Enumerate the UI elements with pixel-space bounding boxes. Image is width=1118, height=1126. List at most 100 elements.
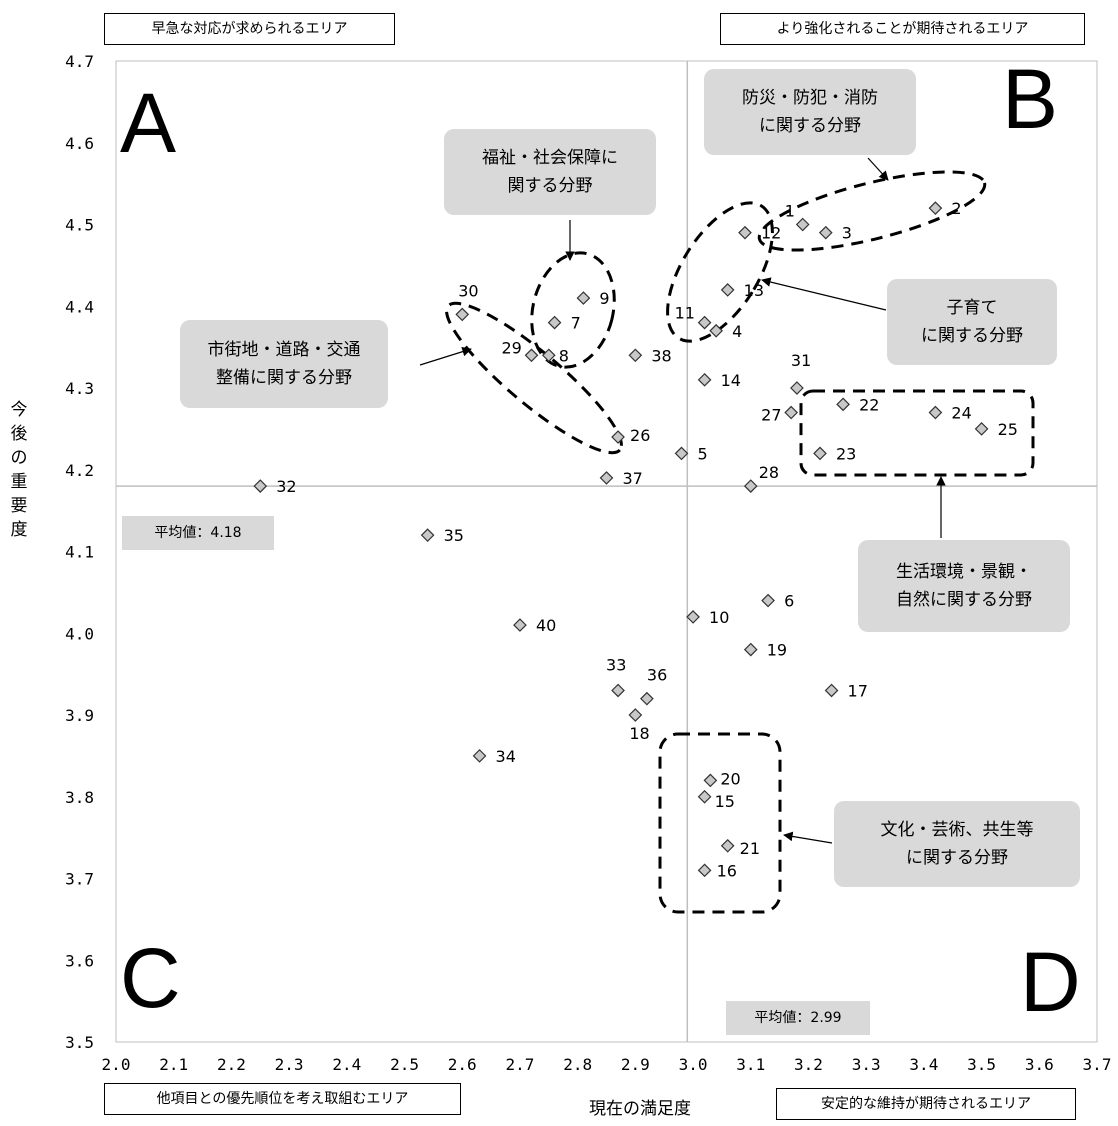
point-1-label: 1	[785, 202, 795, 221]
arrow-disaster	[867, 157, 889, 181]
y-tick-label: 3.8	[65, 788, 94, 807]
area-label-bottom-left: 他項目との優先順位を考え取組むエリア	[104, 1083, 461, 1115]
point-28-marker	[743, 479, 758, 493]
quadrant-d-label: D	[1020, 935, 1081, 1029]
group-childcare-outline	[666, 201, 774, 343]
point-22-label: 22	[859, 395, 879, 414]
point-25-marker	[974, 422, 989, 436]
y-tick-label: 4.3	[65, 379, 94, 398]
point-16-label: 16	[717, 861, 737, 880]
average-x-label: 平均値：2.99	[726, 1001, 870, 1035]
point-11-marker	[697, 315, 712, 330]
point-32-marker	[253, 479, 268, 493]
callout-culture: 文化・芸術、共生等 に関する分野	[834, 801, 1080, 887]
quadrant-b-label: B	[1002, 52, 1058, 146]
point-20-label: 20	[720, 769, 740, 788]
point-16-marker	[697, 863, 712, 878]
point-13-marker	[720, 283, 735, 297]
x-tick-label: 2.1	[159, 1055, 188, 1074]
point-29-marker	[524, 348, 539, 363]
callout-environment-line-2: 自然に関する分野	[896, 590, 1032, 610]
point-35-marker	[420, 528, 435, 542]
group-disaster-outline	[757, 170, 987, 252]
point-20-marker	[703, 773, 718, 788]
area-label-top-left: 早急な対応が求められるエリア	[104, 13, 395, 45]
y-tick-label: 4.5	[65, 216, 94, 235]
x-tick-label: 2.5	[390, 1055, 419, 1074]
group-urban-outline	[445, 301, 623, 455]
point-37-marker	[599, 471, 614, 485]
point-37-label: 37	[623, 469, 643, 488]
point-36-marker	[640, 691, 654, 706]
point-7-marker	[547, 315, 562, 330]
point-17-label: 17	[848, 681, 868, 700]
point-32-label: 32	[276, 477, 296, 496]
arrow-urban	[419, 347, 472, 366]
y-axis-title: 今後の重要度	[10, 400, 28, 540]
group-culture-outline	[658, 732, 782, 914]
point-24-marker	[928, 405, 943, 420]
point-10-label: 10	[709, 608, 729, 627]
point-28-label: 28	[759, 463, 779, 482]
point-17-marker	[824, 683, 839, 698]
point-21-label: 21	[740, 839, 760, 858]
y-tick-label: 3.9	[65, 706, 94, 725]
callout-disaster-line-1: 防災・防犯・消防	[742, 88, 878, 108]
point-6-marker	[761, 593, 775, 608]
area-label-bottom-right: 安定的な維持が期待されるエリア	[776, 1088, 1076, 1120]
point-18-label: 18	[629, 724, 649, 743]
point-23-marker	[813, 446, 827, 461]
y-tick-label: 4.4	[65, 297, 94, 316]
arrow-childcare	[761, 277, 887, 311]
x-tick-label: 3.6	[1025, 1055, 1054, 1074]
arrow-culture	[783, 831, 833, 844]
callout-urban-line-1: 市街地・道路・交通	[207, 340, 361, 360]
callout-childcare-line-1: 子育て	[946, 298, 998, 318]
y-tick-label: 4.7	[65, 52, 94, 71]
point-5-label: 5	[698, 444, 708, 463]
point-3-label: 3	[842, 224, 852, 243]
point-33-marker	[611, 683, 625, 698]
y-tick-label: 3.7	[65, 870, 94, 889]
callout-welfare-line-1: 福祉・社会保障に	[482, 148, 618, 168]
point-31-marker	[790, 381, 804, 395]
y-tick-label: 3.5	[65, 1033, 94, 1052]
x-axis-title: 現在の満足度	[589, 1099, 691, 1119]
point-15-label: 15	[715, 792, 735, 811]
point-30-label: 30	[458, 281, 478, 300]
point-35-label: 35	[444, 526, 464, 545]
point-6-label: 6	[784, 592, 794, 611]
point-25-label: 25	[998, 420, 1018, 439]
point-12-label: 12	[761, 224, 781, 243]
quadrant-c-label: C	[120, 931, 181, 1025]
point-7-label: 7	[571, 314, 581, 333]
callout-welfare: 福祉・社会保障に 関する分野	[444, 129, 656, 215]
callout-urban: 市街地・道路・交通 整備に関する分野	[180, 320, 388, 408]
point-9-label: 9	[599, 289, 609, 308]
x-tick-label: 3.2	[794, 1055, 823, 1074]
callout-urban-line-2: 整備に関する分野	[216, 368, 352, 388]
point-34-label: 34	[496, 747, 516, 766]
callout-disaster: 防災・防犯・消防 に関する分野	[704, 69, 916, 155]
x-tick-label: 2.0	[102, 1055, 131, 1074]
quadrant-a-label: A	[120, 76, 176, 170]
callout-welfare-line-2: 関する分野	[507, 176, 593, 196]
x-tick-label: 2.8	[563, 1055, 592, 1074]
y-tick-label: 4.0	[65, 624, 94, 643]
point-12-marker	[738, 225, 752, 240]
area-label-top-right: より強化されることが期待されるエリア	[720, 13, 1085, 45]
point-40-label: 40	[536, 616, 556, 635]
point-3-marker	[818, 225, 833, 240]
x-tick-label: 3.4	[909, 1055, 938, 1074]
point-4-label: 4	[732, 322, 742, 341]
point-4-marker	[709, 323, 723, 338]
point-40-marker	[513, 618, 527, 632]
callout-culture-line-2: に関する分野	[906, 848, 1008, 868]
point-27-marker	[784, 405, 799, 420]
point-18-marker	[628, 708, 643, 722]
y-tick-label: 3.6	[65, 951, 94, 970]
y-tick-label: 4.1	[65, 543, 94, 562]
point-15-marker	[697, 789, 712, 804]
point-19-label: 19	[767, 641, 787, 660]
point-10-marker	[686, 610, 700, 624]
